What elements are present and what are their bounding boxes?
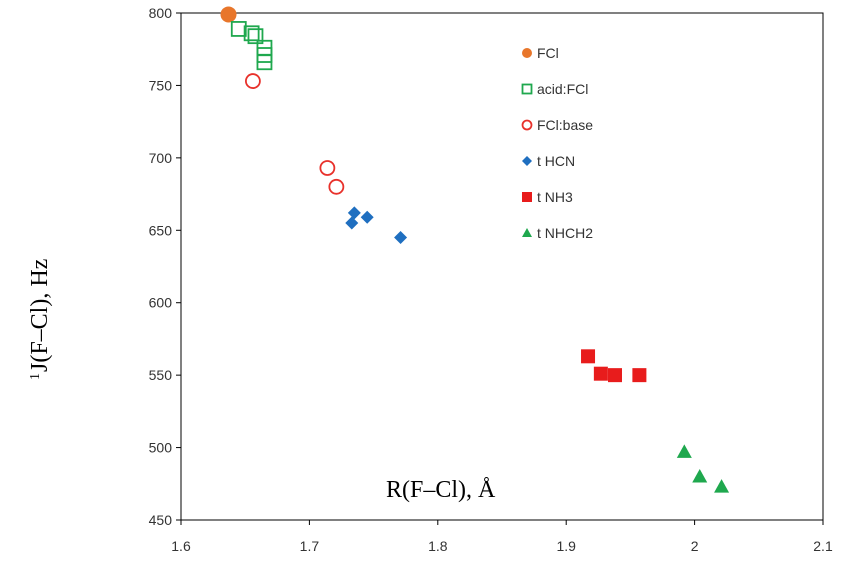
point-acid-fcl xyxy=(243,25,260,42)
point-t-nhch2 xyxy=(714,479,730,493)
point-acid-fcl xyxy=(230,21,247,37)
y-tick-label: 500 xyxy=(149,440,173,456)
plot-area xyxy=(180,12,824,521)
legend-marker-acid-fcl xyxy=(521,83,533,95)
legend: FCl acid:FCl FCl:base t HCN t NH3 t NHCH2 xyxy=(521,45,593,241)
y-tick-label: 750 xyxy=(149,77,173,93)
point-t-hcn xyxy=(345,216,359,230)
x-tick-label: 2.1 xyxy=(813,538,833,554)
point-fcl xyxy=(220,6,237,23)
legend-marker-t-hcn xyxy=(522,156,532,166)
legend-label-fcl-base: FCl:base xyxy=(537,117,593,133)
point-t-nh3 xyxy=(632,368,647,383)
legend-marker-t-nhch2 xyxy=(522,228,532,237)
y-tick-label: 450 xyxy=(149,512,173,528)
legend-label-t-hcn: t HCN xyxy=(537,153,575,169)
point-t-hcn xyxy=(347,206,361,220)
y-tick-label: 600 xyxy=(149,295,173,311)
legend-marker-t-nh3 xyxy=(522,192,532,202)
point-fcl-base xyxy=(245,73,261,89)
point-t-hcn xyxy=(360,210,374,224)
data-points xyxy=(220,6,730,493)
point-t-hcn xyxy=(394,231,408,245)
point-t-nh3 xyxy=(593,366,608,381)
x-tick-label: 1.8 xyxy=(428,538,448,554)
x-tick-label: 1.9 xyxy=(556,538,576,554)
legend-label-acid-fcl: acid:FCl xyxy=(537,81,588,97)
x-tick-label: 1.6 xyxy=(171,538,191,554)
x-tick-label: 1.7 xyxy=(300,538,320,554)
point-fcl-base xyxy=(319,160,336,176)
point-acid-fcl xyxy=(256,54,273,71)
point-acid-fcl xyxy=(247,28,264,45)
point-fcl-base xyxy=(328,178,345,195)
y-tick-label: 700 xyxy=(149,150,173,166)
y-axis-title-superscript: 1 xyxy=(28,373,43,380)
y-tick-label: 800 xyxy=(149,5,173,21)
x-axis-ticks: 1.6 1.7 1.8 1.9 2 2.1 xyxy=(171,520,833,554)
legend-label-t-nh3: t NH3 xyxy=(537,189,573,205)
y-axis-title-text: J(F–Cl), Hz xyxy=(27,259,53,372)
y-axis-ticks: 450 500 550 600 650 700 750 800 xyxy=(149,5,181,528)
point-t-nhch2 xyxy=(692,469,708,483)
legend-label-fcl: FCl xyxy=(537,45,559,61)
point-t-nhch2 xyxy=(676,444,692,458)
x-tick-label: 2 xyxy=(691,538,699,554)
legend-marker-fcl-base xyxy=(521,119,533,131)
x-axis-title: R(F–Cl), Å xyxy=(386,477,496,503)
legend-marker-fcl xyxy=(522,48,532,58)
y-tick-label: 650 xyxy=(149,222,173,238)
y-tick-label: 550 xyxy=(149,367,173,383)
y-axis-title: 1 J(F–Cl), Hz xyxy=(27,259,53,380)
point-t-nh3 xyxy=(581,349,596,364)
legend-label-t-nhch2: t NHCH2 xyxy=(537,225,593,241)
point-t-nh3 xyxy=(607,368,622,383)
